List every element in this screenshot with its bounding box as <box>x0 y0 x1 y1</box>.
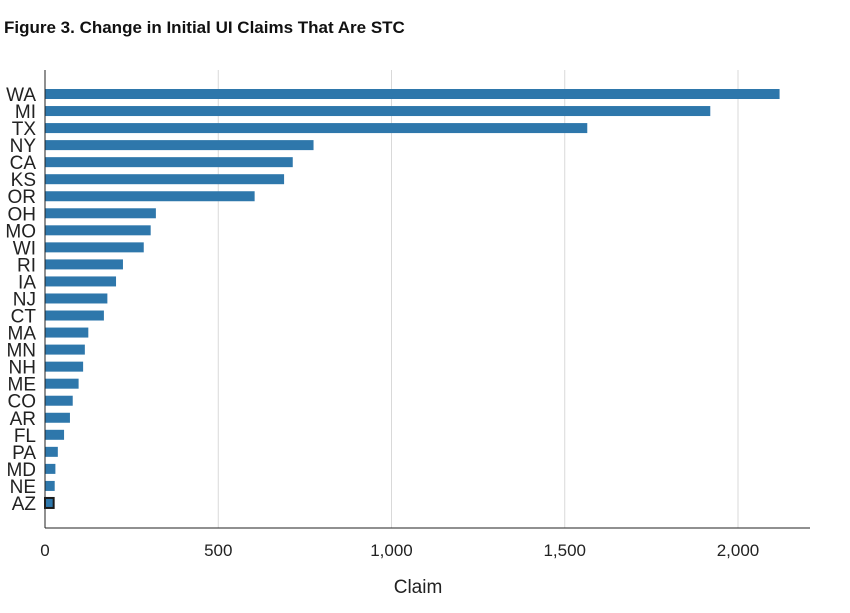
category-label-ma: MA <box>8 324 37 345</box>
category-label-ny: NY <box>10 136 37 157</box>
bar-ma <box>45 327 89 338</box>
figure-title: Figure 3. Change in Initial UI Claims Th… <box>4 18 405 37</box>
category-label-ca: CA <box>10 153 37 174</box>
category-labels: WAMITXNYCAKSOROHMOWIRIIANJCTMAMNNHMECOAR… <box>5 85 36 515</box>
bar-or <box>45 191 255 202</box>
category-label-wi: WI <box>13 238 36 259</box>
category-label-tx: TX <box>12 119 37 140</box>
category-label-ri: RI <box>17 255 36 276</box>
bar-ia <box>45 276 117 287</box>
x-tick-label: 1,500 <box>543 541 586 560</box>
bar-nj <box>45 293 108 304</box>
bar-fl <box>45 429 65 440</box>
bar-md <box>45 463 56 474</box>
bar-ks <box>45 174 285 185</box>
x-axis-title: Claim <box>394 577 443 598</box>
gridlines <box>217 70 739 528</box>
category-label-mi: MI <box>15 102 36 123</box>
bar-ri <box>45 259 123 270</box>
category-label-oh: OH <box>8 204 37 225</box>
category-label-ks: KS <box>11 170 36 191</box>
bar-oh <box>45 208 156 219</box>
category-label-md: MD <box>6 460 36 481</box>
category-label-wa: WA <box>6 85 36 106</box>
bar-ct <box>45 310 104 321</box>
bar-mo <box>45 225 151 236</box>
bar-co <box>45 395 73 406</box>
category-label-mn: MN <box>6 341 36 362</box>
bar-tx <box>45 123 588 134</box>
category-label-co: CO <box>8 392 37 413</box>
category-label-ct: CT <box>11 307 37 328</box>
bar-nh <box>45 361 84 372</box>
bars-group <box>44 89 780 509</box>
axes <box>44 70 810 529</box>
x-tick-label: 1,000 <box>370 541 413 560</box>
category-label-az: AZ <box>12 494 37 515</box>
bar-az <box>44 496 55 509</box>
bar-wa <box>45 89 780 99</box>
category-label-me: ME <box>8 375 37 396</box>
bar-me <box>45 378 79 389</box>
category-label-fl: FL <box>14 426 36 447</box>
x-tick-labels: 0 500 1,000 1,500 2,000 <box>40 541 759 560</box>
x-tick-label: 0 <box>40 541 49 560</box>
bar-ne <box>45 480 55 491</box>
bar-mi <box>45 106 711 117</box>
category-label-mo: MO <box>5 221 36 242</box>
category-label-or: OR <box>8 187 37 208</box>
category-label-nh: NH <box>9 358 36 379</box>
x-tick-label: 2,000 <box>717 541 760 560</box>
bar-mn <box>45 344 85 355</box>
category-label-ne: NE <box>10 477 36 498</box>
category-label-ar: AR <box>10 409 36 430</box>
bar-pa <box>45 446 58 457</box>
bar-wi <box>45 242 144 253</box>
category-label-nj: NJ <box>13 289 36 310</box>
x-tick-label: 500 <box>204 541 232 560</box>
bar-ca <box>45 157 293 168</box>
category-label-ia: IA <box>18 272 36 293</box>
bar-ny <box>45 140 314 151</box>
bar-ar <box>45 412 70 423</box>
category-label-pa: PA <box>12 443 36 464</box>
